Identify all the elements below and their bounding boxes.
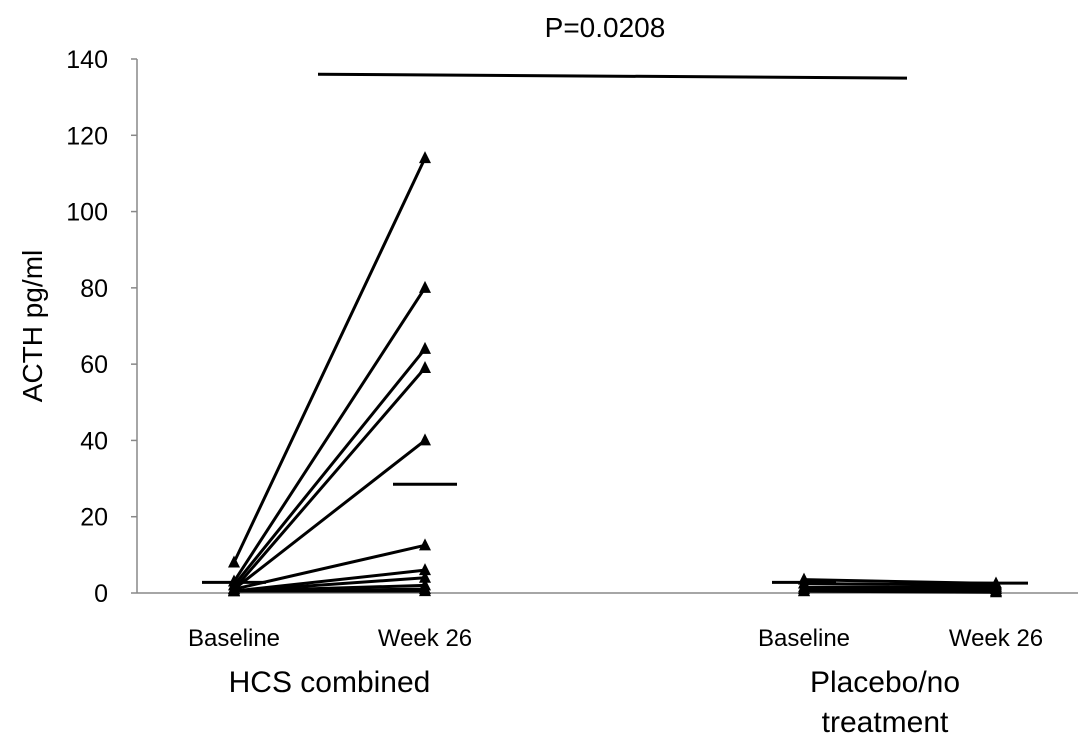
hcs-series-marker-week26-5 [419, 538, 431, 551]
hcs-series-marker-week26-0 [419, 151, 431, 164]
hcs-series-line-3 [232, 366, 427, 591]
placebo-series-marker-week26-5 [990, 585, 1002, 598]
y-ticks: 0 20 40 60 80 100 120 140 [66, 46, 137, 608]
y-tick-label-5: 100 [66, 199, 108, 227]
y-tick-label-4: 80 [80, 275, 108, 303]
group-labels: HCS combined Placebo/no treatment [229, 666, 960, 739]
series-lines [232, 157, 997, 594]
hcs-series-line-5 [233, 543, 426, 591]
x-category-label-1: Week 26 [378, 625, 472, 652]
x-category-label-2: Baseline [758, 625, 850, 652]
hcs-series-marker-week26-6 [419, 563, 431, 576]
hcs-series-marker-baseline-10 [228, 584, 240, 597]
placebo-series-line-1 [803, 581, 997, 587]
hcs-series-marker-week26-1 [419, 280, 431, 293]
x-category-labels: Baseline Week 26 Baseline Week 26 [188, 625, 1043, 652]
hcs-series-line-0 [232, 157, 427, 564]
hcs-series-marker-week26-10 [419, 584, 431, 597]
placebo-series-marker-baseline-5 [798, 584, 810, 597]
y-axis-title: ACTH pg/ml [17, 250, 48, 402]
placebo-series-line-0 [803, 578, 997, 585]
comparison-bar [317, 72, 908, 80]
data-markers [228, 151, 1002, 598]
group-label-0-0: HCS combined [229, 666, 431, 699]
y-tick-label-7: 140 [66, 46, 108, 74]
y-tick-label-6: 120 [66, 122, 108, 150]
hcs-series-marker-week26-2 [419, 341, 431, 354]
y-tick-label-1: 20 [80, 504, 108, 532]
x-category-label-3: Week 26 [949, 625, 1043, 652]
y-tick-label-3: 60 [80, 351, 108, 379]
hcs-series-marker-week26-4 [419, 433, 431, 446]
y-tick-label-2: 40 [80, 427, 108, 455]
hcs-series-line-4 [233, 439, 426, 591]
hcs-series-marker-baseline-0 [228, 555, 240, 568]
hcs-series-marker-week26-3 [419, 360, 431, 373]
x-category-label-0: Baseline [188, 625, 280, 652]
group-label-1-1: treatment [822, 706, 949, 739]
placebo-series-line-5 [803, 589, 997, 594]
hcs-series-marker-week26-7 [419, 570, 431, 583]
group-label-1-0: Placebo/no [810, 666, 960, 699]
hcs-series-line-2 [232, 347, 427, 587]
hcs-series-line-1 [232, 287, 427, 583]
chart-title: P=0.0208 [545, 12, 666, 43]
y-tick-label-0: 0 [94, 580, 108, 608]
